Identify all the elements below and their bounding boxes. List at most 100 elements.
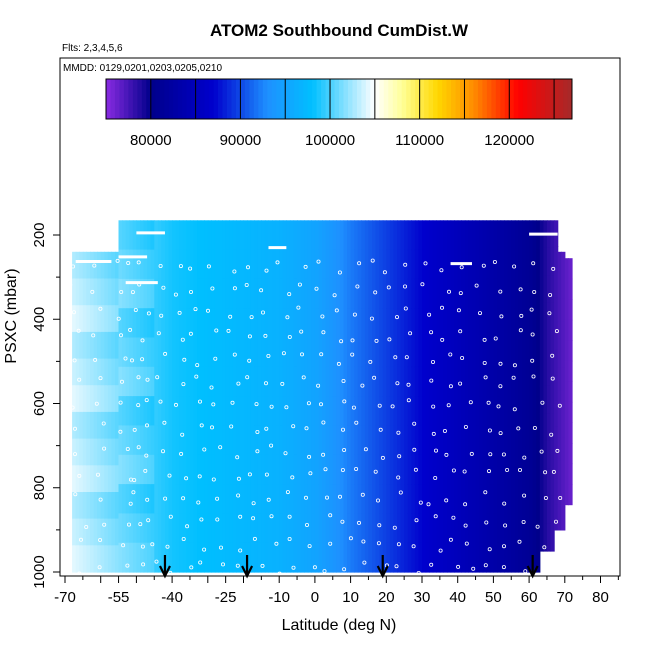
field-cell bbox=[343, 454, 348, 485]
sample-point bbox=[263, 381, 268, 386]
field-cell bbox=[329, 396, 334, 426]
field-cell bbox=[97, 331, 102, 360]
field-cell bbox=[504, 425, 509, 456]
sample-point bbox=[209, 425, 214, 430]
field-cell bbox=[525, 337, 530, 368]
field-cell bbox=[147, 220, 152, 251]
field-cell bbox=[518, 220, 523, 251]
y-tick-label: 400 bbox=[31, 307, 48, 332]
sample-point bbox=[560, 560, 565, 565]
colorbar-cell bbox=[451, 79, 456, 119]
field-cell bbox=[450, 337, 455, 368]
field-cell bbox=[525, 484, 530, 514]
field-cell bbox=[443, 249, 448, 280]
field-cell bbox=[325, 513, 330, 544]
field-cell bbox=[329, 337, 334, 368]
sample-point bbox=[91, 333, 96, 338]
field-cell bbox=[75, 518, 80, 546]
field-cell bbox=[179, 425, 184, 456]
field-cell bbox=[504, 454, 509, 485]
field-cell bbox=[393, 513, 398, 544]
sample-point bbox=[444, 452, 449, 457]
field-cell bbox=[372, 542, 377, 573]
field-cell bbox=[125, 366, 130, 397]
field-cell bbox=[293, 425, 298, 456]
field-cell bbox=[429, 425, 434, 456]
field-cell bbox=[132, 366, 137, 397]
sample-point bbox=[498, 289, 503, 294]
field-cell bbox=[222, 249, 227, 280]
field-cell bbox=[429, 337, 434, 368]
field-cell bbox=[382, 425, 387, 456]
field-cell bbox=[93, 518, 98, 546]
sample-point bbox=[408, 331, 413, 336]
field-cell bbox=[368, 249, 373, 280]
field-cell bbox=[161, 396, 166, 426]
field-cell bbox=[143, 337, 148, 368]
field-cell bbox=[282, 396, 287, 426]
sample-point bbox=[136, 403, 141, 408]
sample-point bbox=[238, 514, 243, 519]
field-cell bbox=[354, 278, 359, 309]
field-cell bbox=[218, 337, 223, 368]
field-cell bbox=[168, 337, 173, 368]
field-cell bbox=[504, 542, 509, 573]
field-cell bbox=[232, 220, 237, 251]
field-cell bbox=[211, 278, 216, 309]
x-tick-label: -10 bbox=[268, 589, 290, 606]
field-cell bbox=[454, 308, 459, 339]
field-cell bbox=[407, 454, 412, 485]
field-cell bbox=[479, 366, 484, 397]
field-cell bbox=[257, 220, 262, 251]
field-cell bbox=[90, 305, 95, 333]
field-cell bbox=[225, 249, 230, 280]
field-cell bbox=[111, 385, 116, 413]
field-cell bbox=[222, 366, 227, 397]
colorbar-cell bbox=[379, 79, 385, 119]
field-cell bbox=[197, 484, 202, 514]
field-cell bbox=[118, 396, 123, 426]
field-cell bbox=[468, 366, 473, 397]
field-cell bbox=[197, 425, 202, 456]
field-cell bbox=[514, 308, 519, 339]
sample-point bbox=[143, 468, 148, 473]
field-cell bbox=[250, 484, 255, 514]
field-cell bbox=[136, 484, 141, 514]
colorbar-cell bbox=[468, 79, 474, 119]
field-cell bbox=[486, 220, 491, 251]
sample-point bbox=[306, 401, 311, 406]
field-cell bbox=[454, 425, 459, 456]
field-cell bbox=[439, 396, 444, 426]
field-cell bbox=[464, 513, 469, 544]
field-cell bbox=[286, 425, 291, 456]
field-cell bbox=[379, 278, 384, 309]
sample-point bbox=[119, 289, 124, 294]
field-cell bbox=[286, 366, 291, 397]
field-cell bbox=[350, 249, 355, 280]
sample-point bbox=[133, 307, 138, 312]
field-cell bbox=[543, 275, 548, 304]
field-cell bbox=[125, 425, 130, 456]
field-cell bbox=[343, 396, 348, 426]
field-cell bbox=[72, 545, 77, 573]
field-cell bbox=[200, 484, 205, 514]
field-cell bbox=[232, 249, 237, 280]
sample-point bbox=[79, 537, 84, 542]
field-cell bbox=[414, 484, 420, 514]
field-cell bbox=[264, 337, 270, 368]
field-cell bbox=[382, 220, 387, 251]
x-tick-label: -40 bbox=[161, 589, 183, 606]
field-cell bbox=[500, 337, 505, 368]
field-cell bbox=[429, 366, 434, 397]
sample-point bbox=[348, 536, 353, 541]
field-cell bbox=[275, 484, 280, 514]
field-cell bbox=[118, 425, 123, 456]
field-cell bbox=[204, 278, 209, 309]
field-cell bbox=[136, 308, 141, 339]
colorbar-cell bbox=[168, 79, 174, 119]
sample-point bbox=[464, 541, 469, 546]
sample-point bbox=[498, 384, 503, 389]
field-cell bbox=[518, 366, 523, 397]
field-cell bbox=[400, 484, 405, 514]
field-cell bbox=[268, 249, 273, 280]
